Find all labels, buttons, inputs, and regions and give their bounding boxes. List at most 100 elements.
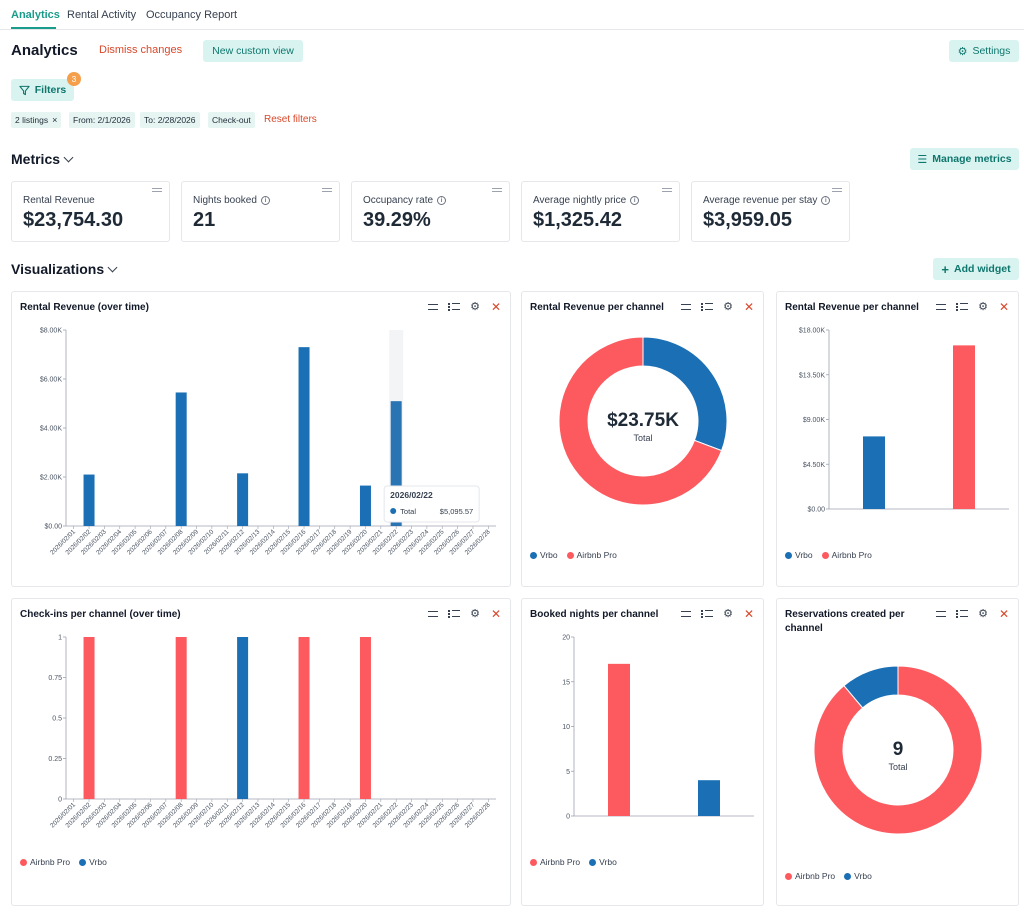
widget-toolbar: ⚙ ✕ <box>680 301 755 313</box>
legend-item-airbnb[interactable]: Airbnb Pro <box>821 550 872 560</box>
list-icon[interactable] <box>448 301 460 313</box>
list-icon[interactable] <box>701 301 713 313</box>
bar <box>175 637 187 799</box>
drag-handle-icon[interactable] <box>662 188 672 192</box>
drag-handle-icon[interactable] <box>935 608 947 620</box>
filter-chip-label: To: 2/28/2026 <box>144 115 196 125</box>
metrics-section-toggle[interactable]: Metrics <box>11 151 74 167</box>
visualizations-section-toggle[interactable]: Visualizations <box>11 261 118 277</box>
drag-handle-icon[interactable] <box>427 608 439 620</box>
drag-handle-icon[interactable] <box>680 301 692 313</box>
legend-item-airbnb[interactable]: Airbnb Pro <box>20 857 70 867</box>
gear-icon[interactable]: ⚙ <box>470 608 480 620</box>
info-icon[interactable]: i <box>630 196 640 205</box>
gear-icon[interactable]: ⚙ <box>978 608 988 620</box>
drag-handle-icon[interactable] <box>832 188 842 192</box>
list-icon[interactable] <box>448 608 460 620</box>
manage-metrics-button[interactable]: ☰ Manage metrics <box>910 148 1019 170</box>
rental-revenue-donut-chart: $23.75K Total <box>558 336 728 506</box>
drag-handle-icon[interactable] <box>680 608 692 620</box>
pie-slice <box>813 665 983 835</box>
gear-icon[interactable]: ⚙ <box>723 608 733 620</box>
list-icon[interactable] <box>956 301 968 313</box>
tab-analytics[interactable]: Analytics <box>11 9 60 21</box>
donut-center-value: 9 <box>893 739 904 760</box>
chart-legend: Airbnb Pro Vrbo <box>785 871 872 881</box>
legend-item-vrbo[interactable]: Vrbo <box>530 550 558 560</box>
visualizations-title: Visualizations <box>11 261 105 277</box>
add-widget-label: Add widget <box>954 263 1011 275</box>
bar <box>359 637 371 799</box>
widget-rental-revenue-per-channel-donut: Rental Revenue per channel ⚙ ✕ $23.75K To… <box>521 291 764 587</box>
booked-nights-bar-chart: 0 5 10 15 20 <box>562 635 754 821</box>
close-icon[interactable]: ✕ <box>998 607 1010 621</box>
y-tick-label: $0.00 <box>44 524 62 531</box>
metric-card-average-nightly-price: Average nightly price i $1,325.42 <box>521 181 680 242</box>
legend-swatch <box>844 872 852 880</box>
legend-item-vrbo[interactable]: Vrbo <box>79 857 107 867</box>
legend-item-airbnb[interactable]: Airbnb Pro <box>785 871 835 881</box>
gear-icon[interactable]: ⚙ <box>723 301 733 313</box>
drag-handle-icon[interactable] <box>492 188 502 192</box>
close-icon[interactable]: ✕ <box>490 607 502 621</box>
metric-card-average-revenue-per-stay: Average revenue per stay i $3,959.05 <box>691 181 850 242</box>
legend-item-airbnb[interactable]: Airbnb Pro <box>566 550 617 560</box>
info-icon[interactable]: i <box>260 196 270 205</box>
close-icon[interactable]: ✕ <box>743 300 755 314</box>
close-icon[interactable]: ✕ <box>743 607 755 621</box>
tab-rental-activity[interactable]: Rental Activity <box>67 9 137 21</box>
filters-button[interactable]: Filters <box>11 79 74 101</box>
chart-legend: Airbnb Pro Vrbo <box>20 857 107 867</box>
legend-item-airbnb[interactable]: Airbnb Pro <box>530 857 580 867</box>
close-icon[interactable]: ✕ <box>998 300 1010 314</box>
settings-button[interactable]: ⚙ Settings <box>949 40 1019 62</box>
metric-value: 21 <box>193 209 216 231</box>
widget-title: Booked nights per channel <box>530 609 659 620</box>
bar <box>298 347 310 526</box>
info-icon[interactable]: i <box>821 196 831 205</box>
legend-item-vrbo[interactable]: Vrbo <box>844 871 872 881</box>
legend-label: Airbnb Pro <box>576 550 617 560</box>
dismiss-changes-button[interactable]: Dismiss changes <box>99 44 183 56</box>
pie-slice <box>558 336 723 506</box>
gear-icon[interactable]: ⚙ <box>978 301 988 313</box>
legend-label: Airbnb Pro <box>30 857 71 867</box>
legend-item-vrbo[interactable]: Vrbo <box>589 857 617 867</box>
settings-label: Settings <box>972 45 1011 57</box>
y-tick-label: 20 <box>562 635 570 642</box>
reset-filters-button[interactable]: Reset filters <box>264 114 317 125</box>
rental-revenue-over-time-chart: $0.00$2.00K$4.00K$6.00K$8.00K2026/02/012… <box>40 328 496 556</box>
widget-title: Reservations created per channel <box>785 609 905 634</box>
close-icon[interactable]: × <box>52 115 58 125</box>
bar <box>698 780 720 816</box>
pie-slice <box>642 336 728 452</box>
y-tick-label: 5 <box>566 769 570 776</box>
widget-title: Rental Revenue per channel <box>530 302 664 313</box>
metric-value: $3,959.05 <box>703 209 792 231</box>
y-tick-label: $6.00K <box>40 377 63 384</box>
drag-handle-icon[interactable] <box>427 301 439 313</box>
legend-label: Vrbo <box>540 550 558 560</box>
reservations-donut-chart: 9 Total <box>813 665 983 835</box>
info-icon[interactable]: i <box>437 196 447 205</box>
manage-metrics-label: Manage metrics <box>932 153 1012 165</box>
legend-swatch <box>821 551 829 559</box>
add-widget-button[interactable]: + Add widget <box>933 258 1019 280</box>
list-icon[interactable] <box>956 608 968 620</box>
widget-toolbar: ⚙ ✕ <box>935 301 1010 313</box>
tab-occupancy-report[interactable]: Occupancy Report <box>146 9 238 21</box>
list-icon[interactable] <box>701 608 713 620</box>
drag-handle-icon[interactable] <box>322 188 332 192</box>
drag-handle-icon[interactable] <box>935 301 947 313</box>
legend-item-vrbo[interactable]: Vrbo <box>785 550 813 560</box>
top-tabs: Analytics Rental Activity Occupancy Repo… <box>0 0 1024 30</box>
close-icon[interactable]: ✕ <box>490 300 502 314</box>
metric-value: $1,325.42 <box>533 209 622 231</box>
widget-title: Rental Revenue per channel <box>785 302 919 313</box>
tooltip-label: Total <box>400 507 416 516</box>
legend-swatch <box>785 551 792 559</box>
new-custom-view-button[interactable]: New custom view <box>203 40 303 62</box>
y-tick-label: $18.00K <box>799 328 825 335</box>
gear-icon[interactable]: ⚙ <box>470 301 480 313</box>
drag-handle-icon[interactable] <box>152 188 162 192</box>
